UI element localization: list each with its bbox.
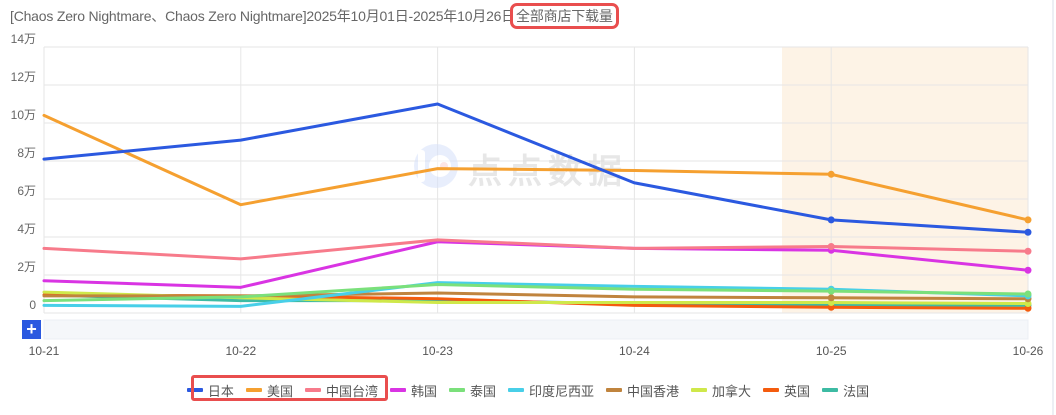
legend-label: 韩国 bbox=[410, 383, 437, 399]
y-tick-label: 8万 bbox=[17, 146, 36, 160]
y-tick-label: 12万 bbox=[11, 70, 36, 84]
watermark-text: 点点数据 bbox=[468, 152, 628, 192]
legend-item[interactable]: 加拿大 bbox=[691, 381, 751, 400]
chart-title-prefix: [Chaos Zero Nightmare、Chaos Zero Nightma… bbox=[10, 8, 516, 24]
x-tick-label: 10-21 bbox=[29, 344, 60, 358]
legend-swatch-icon bbox=[448, 388, 465, 392]
series-line[interactable] bbox=[42, 102, 1030, 234]
y-tick-label: 10万 bbox=[11, 108, 36, 122]
legend-highlight-box bbox=[191, 375, 388, 401]
data-point[interactable] bbox=[1024, 290, 1032, 298]
data-point[interactable] bbox=[1024, 266, 1032, 274]
series-line[interactable] bbox=[42, 291, 1030, 301]
legend-item[interactable]: 中国香港 bbox=[606, 381, 679, 400]
right-divider bbox=[1052, 0, 1054, 415]
legend-item[interactable]: 英国 bbox=[763, 381, 810, 400]
y-tick-label: 14万 bbox=[11, 32, 36, 46]
y-axis-labels: 0 2万 4万 6万 8万 10万 12万 14万 bbox=[11, 32, 37, 312]
legend-swatch-icon bbox=[508, 388, 524, 392]
legend-item[interactable]: 韩国 bbox=[389, 381, 437, 400]
x-tick-label: 10-23 bbox=[422, 344, 453, 358]
zoom-plus-button[interactable]: + bbox=[22, 320, 41, 339]
legend-label: 中国香港 bbox=[627, 383, 680, 399]
data-point[interactable] bbox=[1024, 216, 1032, 224]
legend-label: 美国 bbox=[266, 383, 293, 399]
data-point[interactable] bbox=[827, 216, 835, 224]
legend-label: 印度尼西亚 bbox=[529, 383, 595, 399]
y-tick-label: 2万 bbox=[17, 260, 36, 274]
y-tick-label: 4万 bbox=[17, 222, 36, 236]
series-line[interactable] bbox=[42, 238, 1030, 261]
x-tick-label: 10-26 bbox=[1013, 344, 1044, 358]
chart-title-metric: 全部商店下载量 bbox=[510, 3, 619, 29]
legend-swatch-icon bbox=[763, 388, 780, 392]
legend-label: 法国 bbox=[843, 383, 870, 399]
legend-swatch-icon bbox=[691, 388, 708, 392]
data-point[interactable] bbox=[1024, 247, 1032, 255]
data-point[interactable] bbox=[827, 294, 835, 302]
y-tick-label: 6万 bbox=[17, 184, 36, 198]
legend-item[interactable]: 中国台湾 bbox=[304, 381, 378, 400]
data-point[interactable] bbox=[1024, 228, 1032, 236]
series-line[interactable] bbox=[42, 283, 1030, 303]
legend-label: 泰国 bbox=[469, 383, 496, 399]
chart-title: [Chaos Zero Nightmare、Chaos Zero Nightma… bbox=[10, 3, 619, 29]
legend-swatch-icon bbox=[606, 388, 623, 392]
legend-item[interactable]: 印度尼西亚 bbox=[508, 381, 594, 400]
legend-item[interactable]: 美国 bbox=[245, 381, 293, 400]
legend-label: 英国 bbox=[784, 383, 811, 399]
series-lines bbox=[42, 102, 1032, 312]
legend-swatch-icon bbox=[304, 388, 321, 392]
x-tick-label: 10-24 bbox=[619, 344, 650, 358]
legend-item[interactable]: 日本 bbox=[186, 381, 234, 400]
legend-swatch-icon bbox=[389, 388, 406, 392]
x-axis-labels: 10-21 10-22 10-23 10-24 10-25 10-26 bbox=[29, 344, 1044, 358]
legend-swatch-icon bbox=[186, 388, 203, 392]
legend-label: 加拿大 bbox=[712, 383, 752, 399]
legend-label: 日本 bbox=[207, 383, 234, 399]
data-point[interactable] bbox=[827, 287, 835, 295]
x-tick-label: 10-25 bbox=[816, 344, 847, 358]
legend-swatch-icon bbox=[822, 388, 839, 392]
y-tick-label: 0 bbox=[29, 298, 36, 312]
data-point[interactable] bbox=[827, 170, 835, 178]
data-point[interactable] bbox=[827, 243, 835, 250]
legend-item[interactable]: 法国 bbox=[822, 381, 869, 400]
watermark: 点点数据 bbox=[414, 144, 628, 192]
legend-label: 中国台湾 bbox=[325, 383, 378, 399]
shaded-region bbox=[782, 47, 1028, 313]
series-line[interactable] bbox=[42, 113, 1030, 222]
legend-item[interactable]: 泰国 bbox=[448, 381, 496, 400]
legend: 日本 美国 中国台湾 韩国 泰国 印度尼西亚 中国香港 加拿大 英国 法国 bbox=[0, 378, 1056, 402]
legend-swatch-icon bbox=[245, 388, 262, 392]
x-tick-label: 10-22 bbox=[225, 344, 256, 358]
data-zoom-slider[interactable] bbox=[43, 319, 1029, 340]
